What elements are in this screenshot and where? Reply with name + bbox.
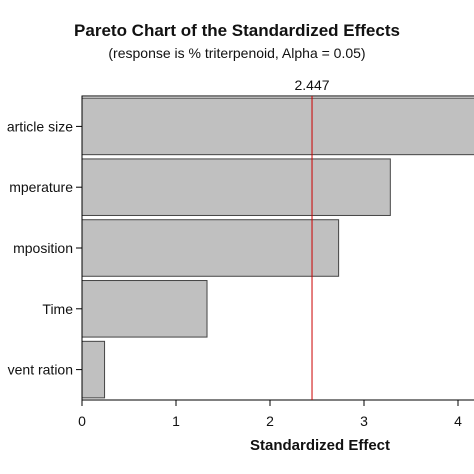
bar-4 (81, 340, 106, 399)
bar-1 (81, 158, 391, 216)
x-axis: 0 1 2 3 4 (78, 400, 462, 429)
y-tick-label-2: mposition (13, 240, 73, 256)
y-tick-label-4: vent ration (8, 362, 73, 378)
bar-2 (81, 219, 340, 277)
bar-3 (81, 280, 208, 338)
y-tick-label-1: mperature (9, 179, 73, 195)
x-tick-label-1: 1 (172, 413, 180, 429)
x-tick-label-2: 2 (266, 413, 274, 429)
chart-subtitle: (response is % triterpenoid, Alpha = 0.0… (108, 45, 366, 61)
chart-title: Pareto Chart of the Standardized Effects (74, 21, 400, 40)
y-tick-label-0: article size (7, 118, 73, 134)
y-axis: article size mperature mposition Time vent r… (7, 118, 82, 378)
reference-line-label: 2.447 (294, 77, 329, 93)
bar-0 (81, 97, 474, 156)
x-tick-label-4: 4 (454, 413, 462, 429)
bars-layer (81, 97, 474, 399)
x-axis-label: Standardized Effect (250, 437, 390, 454)
x-tick-label-0: 0 (78, 413, 86, 429)
x-tick-label-3: 3 (360, 413, 368, 429)
y-tick-label-3: Time (42, 301, 73, 317)
